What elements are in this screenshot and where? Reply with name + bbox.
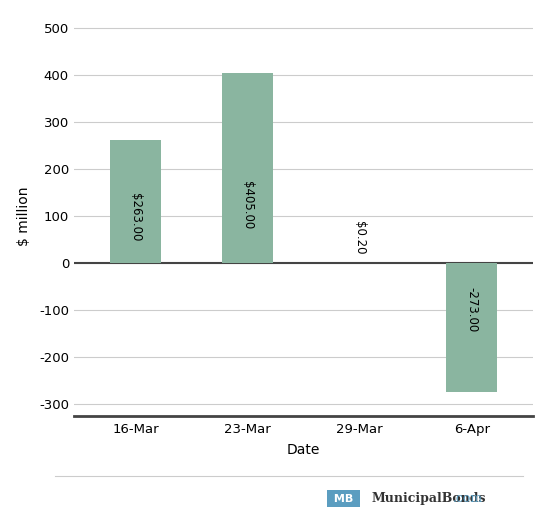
Text: $263.00: $263.00 — [129, 193, 142, 241]
Text: $405.00: $405.00 — [241, 181, 254, 229]
Y-axis label: $ million: $ million — [16, 187, 31, 246]
Text: MunicipalBonds: MunicipalBonds — [371, 492, 486, 505]
Text: $0.20: $0.20 — [353, 220, 366, 254]
Text: .com: .com — [453, 492, 483, 505]
Bar — [111, 140, 161, 264]
Text: MB: MB — [330, 493, 357, 504]
Text: -273.00: -273.00 — [465, 286, 478, 332]
Bar — [222, 73, 273, 264]
Bar — [447, 264, 497, 392]
X-axis label: Date: Date — [287, 443, 320, 457]
